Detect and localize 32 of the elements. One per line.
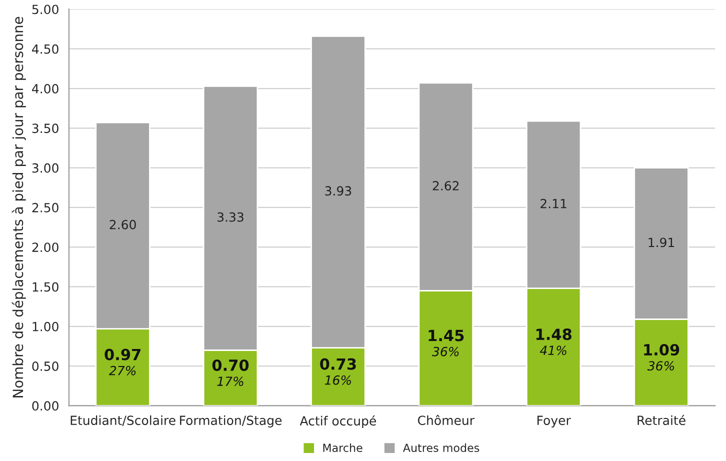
data-label: 0.73 16% [320, 358, 356, 385]
y-tick-label: 3.50 [32, 124, 58, 134]
legend-label: Autres modes [402, 443, 480, 452]
y-tick-label: 4.50 [32, 44, 58, 54]
data-label: 1.09 36% [644, 344, 680, 371]
y-tick-label: 0.50 [32, 362, 58, 371]
x-tick-label: Actif occupé [300, 415, 376, 428]
data-label: 1.48 41% [536, 328, 572, 356]
data-label: 2.60 [110, 220, 136, 230]
x-tick-label: Retraité [638, 414, 686, 426]
y-tick-label: 3.00 [32, 163, 58, 173]
y-tick-label: 0.00 [32, 401, 58, 411]
legend-label: Marche [323, 443, 362, 452]
data-label: 1.91 [648, 238, 674, 248]
x-tick-label: Etudiant/Scolaire [70, 415, 176, 426]
data-label: 2.62 [432, 181, 459, 190]
data-label: 0.70 17% [212, 359, 249, 386]
x-tick-label: Chômeur [418, 414, 474, 426]
x-tick-label: Formation/Stage [180, 415, 282, 428]
data-label: 3.93 [325, 186, 352, 196]
y-tick-label: 1.50 [32, 282, 58, 292]
y-axis-title: Nombre de déplacements à pied par jour par personne [12, 16, 26, 398]
y-tick-label: 1.00 [32, 322, 58, 332]
data-label: 2.11 [540, 198, 566, 208]
y-tick-label: 2.50 [32, 202, 58, 212]
data-label: 0.97 27% [104, 348, 140, 376]
y-tick-label: 5.00 [32, 4, 58, 14]
data-label: 1.45 36% [428, 330, 464, 356]
y-tick-label: 4.00 [32, 84, 58, 94]
x-tick-label: Foyer [537, 416, 571, 428]
y-tick-label: 2.00 [32, 242, 58, 252]
data-label: 3.33 [218, 212, 244, 222]
